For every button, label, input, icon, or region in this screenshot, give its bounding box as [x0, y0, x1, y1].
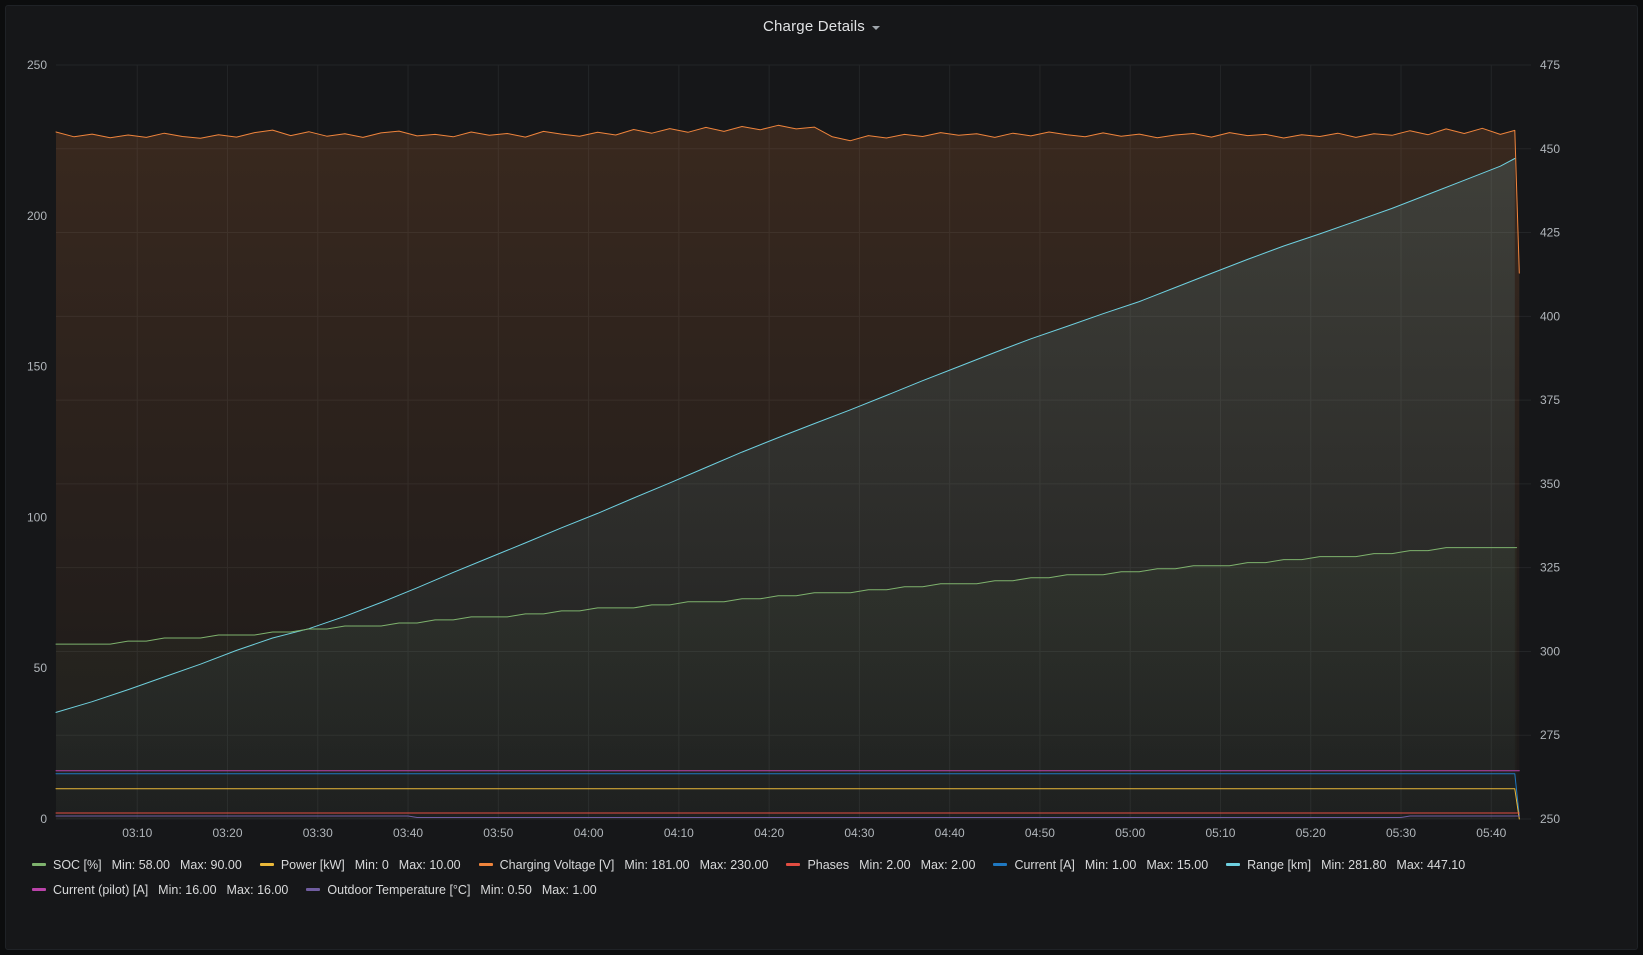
series-min-value: Min: 58.00 [111, 857, 170, 872]
panel-header[interactable]: Charge Details [6, 6, 1637, 46]
left-axis-tick-label: 50 [34, 661, 48, 675]
legend-item[interactable]: SOC [%] Min: 58.00 Max: 90.00 [32, 858, 242, 872]
right-axis-tick-label: 475 [1540, 58, 1560, 72]
series-label: Phases [807, 857, 850, 872]
series-label: Range [km] [1247, 857, 1312, 872]
legend-item[interactable]: Power [kW] Min: 0 Max: 10.00 [259, 857, 461, 872]
series-label: SOC [%] [53, 857, 102, 872]
series-min-value: Min: 0.50 [480, 882, 532, 897]
series-label: Power [kW] [280, 857, 345, 872]
right-axis-tick-label: 275 [1540, 728, 1560, 742]
right-axis-tick-label: 350 [1540, 477, 1560, 491]
series-color-swatch [1226, 863, 1241, 866]
legend-item[interactable]: Range [km] Min: 281.80 Max: 447.10 [1226, 858, 1465, 872]
x-tick-label: 05:20 [1296, 826, 1326, 840]
series-label: Current [A] [1014, 857, 1075, 872]
series-max-value: Max: 15.00 [1146, 857, 1209, 872]
x-tick-label: 04:00 [574, 826, 604, 840]
legend-item[interactable]: Current [A] Min: 1.00 Max: 15.00 [993, 858, 1208, 872]
left-axis-tick-label: 100 [27, 510, 47, 524]
series-color-swatch [32, 863, 46, 866]
x-tick-label: 03:20 [212, 826, 242, 840]
series-min-value: Min: 2.00 [859, 857, 911, 872]
left-axis-tick-label: 200 [27, 209, 47, 223]
legend: SOC [%] Min: 58.00 Max: 90.00 Power [kW] Min… [32, 852, 1627, 902]
right-axis-tick-label: 400 [1540, 309, 1560, 323]
series-max-value: Max: 1.00 [541, 882, 597, 897]
series-min-value: Min: 0 [354, 857, 389, 872]
time-series-chart[interactable]: 03:10 03:20 03:30 03:40 03:50 04:00 04:10 04:20… [6, 51, 1637, 851]
x-tick-label: 05:10 [1205, 826, 1235, 840]
series-color-swatch [786, 863, 801, 866]
series-line [55, 124, 1520, 274]
panel-title[interactable]: Charge Details [762, 17, 865, 35]
series-max-value: Max: 230.00 [699, 857, 769, 872]
series-min-value: Min: 181.00 [624, 857, 690, 872]
legend-item[interactable]: Charging Voltage [V] Min: 181.00 Max: 230.… [478, 857, 769, 872]
series-label: Charging Voltage [V] [499, 857, 615, 872]
series-color-swatch [478, 863, 493, 866]
series-line [55, 815, 1520, 818]
right-axis-tick-label: 450 [1540, 142, 1560, 156]
legend-item[interactable]: Current (pilot) [A] Min: 16.00 Max: 16.00 [32, 883, 288, 897]
right-axis-tick-label: 425 [1540, 226, 1560, 240]
series-max-value: Max: 90.00 [180, 857, 242, 872]
right-axis-tick-label: 250 [1540, 812, 1560, 826]
series-max-value: Max: 16.00 [226, 882, 289, 897]
x-tick-label: 05:30 [1386, 826, 1416, 840]
x-tick-label: 04:50 [1025, 826, 1055, 840]
series-area-fill [56, 547, 1517, 819]
series-line [55, 547, 1518, 645]
x-tick-label: 05:00 [1115, 826, 1145, 840]
right-axis-tick-label: 375 [1540, 393, 1560, 407]
legend-item[interactable]: Outdoor Temperature [°C] Min: 0.50 Max: 1.… [306, 882, 597, 897]
legend-row: SOC [%] Min: 58.00 Max: 90.00 Power [kW] Min… [32, 852, 1627, 877]
left-axis-tick-label: 150 [27, 360, 47, 374]
series-min-value: Min: 16.00 [158, 882, 217, 897]
legend-item[interactable]: Phases Min: 2.00 Max: 2.00 [786, 858, 975, 872]
x-tick-label: 04:40 [935, 826, 965, 840]
series-label: Current (pilot) [A] [53, 882, 149, 897]
x-tick-label: 03:30 [303, 826, 333, 840]
x-tick-label: 04:10 [664, 826, 694, 840]
left-axis-tick-label: 250 [27, 58, 47, 72]
series-min-value: Min: 281.80 [1321, 857, 1387, 872]
series-label: Outdoor Temperature [°C] [327, 882, 471, 897]
series-color-swatch [306, 888, 321, 891]
legend-row: Current (pilot) [A] Min: 16.00 Max: 16.00 O… [32, 877, 1627, 902]
x-tick-label: 04:20 [754, 826, 784, 840]
series-max-value: Max: 447.10 [1396, 857, 1466, 872]
x-tick-label: 03:50 [483, 826, 513, 840]
x-tick-label: 03:40 [393, 826, 423, 840]
series-color-swatch [32, 888, 46, 891]
series-color-swatch [993, 863, 1008, 866]
x-tick-label: 05:40 [1476, 826, 1506, 840]
series-color-swatch [259, 863, 274, 866]
x-tick-label: 04:30 [844, 826, 874, 840]
x-tick-label: 03:10 [122, 826, 152, 840]
series-line [55, 773, 1520, 817]
series-max-value: Max: 10.00 [398, 857, 461, 872]
right-axis-tick-label: 300 [1540, 644, 1560, 658]
chevron-down-icon [872, 25, 880, 30]
grafana-panel: Charge Details 03:10 03:20 03:30 03:40 03:50… [5, 5, 1638, 950]
left-axis-tick-label: 0 [40, 812, 47, 826]
right-axis-tick-label: 325 [1540, 561, 1560, 575]
series-line [55, 788, 1520, 820]
series-min-value: Min: 1.00 [1084, 857, 1137, 872]
series-max-value: Max: 2.00 [920, 857, 976, 872]
